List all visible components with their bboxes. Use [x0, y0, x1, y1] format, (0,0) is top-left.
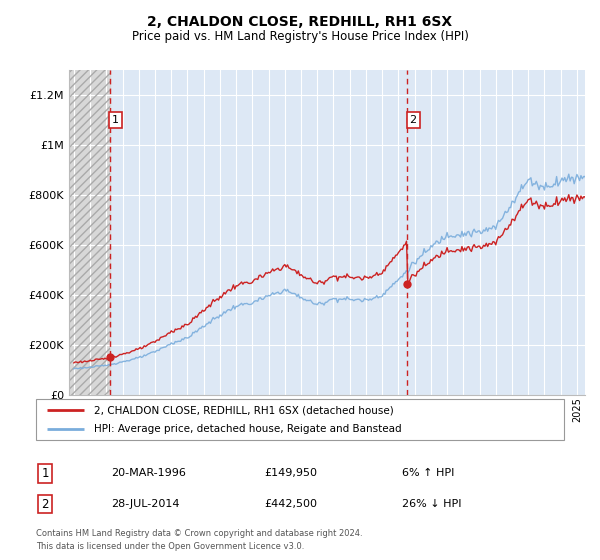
Text: HPI: Average price, detached house, Reigate and Banstead: HPI: Average price, detached house, Reig… — [94, 424, 402, 433]
Bar — [69, 70, 110, 395]
Text: 2, CHALDON CLOSE, REDHILL, RH1 6SX (detached house): 2, CHALDON CLOSE, REDHILL, RH1 6SX (deta… — [94, 405, 394, 415]
Text: £149,950: £149,950 — [264, 468, 317, 478]
Text: 28-JUL-2014: 28-JUL-2014 — [111, 499, 179, 509]
Text: 6% ↑ HPI: 6% ↑ HPI — [402, 468, 454, 478]
Text: 1: 1 — [112, 115, 119, 125]
Text: 1: 1 — [41, 466, 49, 480]
Text: 20-MAR-1996: 20-MAR-1996 — [111, 468, 186, 478]
Text: £442,500: £442,500 — [264, 499, 317, 509]
Bar — [69, 70, 110, 395]
Text: Price paid vs. HM Land Registry's House Price Index (HPI): Price paid vs. HM Land Registry's House … — [131, 30, 469, 43]
Text: 2: 2 — [410, 115, 417, 125]
Text: 26% ↓ HPI: 26% ↓ HPI — [402, 499, 461, 509]
Text: 2, CHALDON CLOSE, REDHILL, RH1 6SX: 2, CHALDON CLOSE, REDHILL, RH1 6SX — [148, 15, 452, 29]
Text: 2: 2 — [41, 497, 49, 511]
Text: Contains HM Land Registry data © Crown copyright and database right 2024.
This d: Contains HM Land Registry data © Crown c… — [36, 529, 362, 550]
